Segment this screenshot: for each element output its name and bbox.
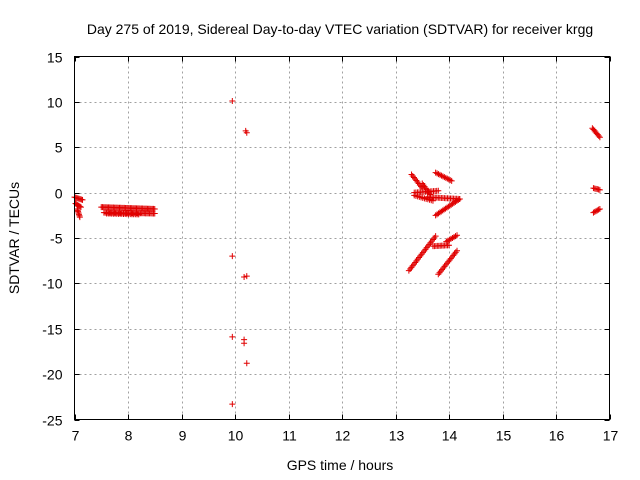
data-point xyxy=(241,340,248,347)
grid xyxy=(74,56,610,420)
x-tick-label: 13 xyxy=(389,428,405,444)
data-point xyxy=(444,175,451,182)
y-tick-label: 0 xyxy=(55,186,63,202)
y-tick-label: -10 xyxy=(42,276,62,292)
x-tick-label: 11 xyxy=(282,428,297,444)
y-tick-label: 5 xyxy=(55,140,63,156)
data-point xyxy=(439,173,446,180)
data-point xyxy=(429,197,436,204)
data-point xyxy=(243,360,250,367)
data-points xyxy=(71,97,603,408)
data-point xyxy=(596,205,603,212)
y-tick-label: 10 xyxy=(47,95,63,111)
data-point xyxy=(454,232,461,239)
data-point xyxy=(590,209,597,216)
x-tick-label: 15 xyxy=(496,428,512,444)
data-point xyxy=(76,214,83,221)
data-point xyxy=(454,247,461,254)
data-point xyxy=(447,177,454,184)
data-point xyxy=(435,187,442,194)
data-point xyxy=(76,203,83,210)
data-point xyxy=(455,196,462,203)
data-point xyxy=(434,170,441,177)
data-point xyxy=(445,176,452,183)
x-tick-label: 14 xyxy=(442,428,458,444)
data-point xyxy=(591,208,598,215)
x-tick-label: 10 xyxy=(228,428,244,444)
data-point xyxy=(79,196,86,203)
data-point xyxy=(594,207,601,214)
data-point xyxy=(438,172,445,179)
x-tick-label: 12 xyxy=(335,428,351,444)
x-tick-label: 8 xyxy=(125,428,133,444)
y-tick-label: -25 xyxy=(42,413,62,429)
data-point xyxy=(77,204,84,211)
y-axis-label: SDTVAR / TECUs xyxy=(6,182,22,294)
x-tick-label: 16 xyxy=(549,428,565,444)
data-point xyxy=(229,333,236,340)
data-point xyxy=(243,273,250,280)
data-point xyxy=(446,242,452,249)
data-point xyxy=(441,174,448,181)
x-tick-label: 9 xyxy=(179,428,187,444)
x-axis-label: GPS time / hours xyxy=(287,457,394,473)
data-point xyxy=(229,253,236,260)
data-point xyxy=(432,169,439,176)
y-tick-label: -5 xyxy=(50,231,63,247)
data-point xyxy=(456,195,463,202)
y-tick-label: -20 xyxy=(42,367,62,383)
data-point xyxy=(448,177,455,184)
data-point xyxy=(442,174,449,181)
data-point xyxy=(596,186,603,193)
x-tick-label: 17 xyxy=(603,428,619,444)
data-point xyxy=(135,211,142,218)
data-point xyxy=(229,97,236,104)
data-point xyxy=(432,233,439,240)
chart-title: Day 275 of 2019, Sidereal Day-to-day VTE… xyxy=(87,21,593,37)
data-point xyxy=(151,210,158,217)
y-tick-label: 15 xyxy=(47,50,63,66)
data-point xyxy=(435,171,442,178)
data-point xyxy=(595,132,602,139)
y-tick-label: -15 xyxy=(42,322,62,338)
data-point xyxy=(595,206,602,213)
x-tick-label: 7 xyxy=(72,428,80,444)
plot-frame xyxy=(74,56,610,420)
data-point xyxy=(241,274,248,281)
data-point xyxy=(243,129,250,136)
data-point xyxy=(437,171,444,178)
data-point xyxy=(229,401,236,408)
data-point xyxy=(593,208,600,215)
axes: 7 8 9 10 11 12 13 14 15 16 17 -25 -20 -15 -10 -5 0 5 10 15 xyxy=(42,50,618,444)
data-point xyxy=(596,134,603,141)
